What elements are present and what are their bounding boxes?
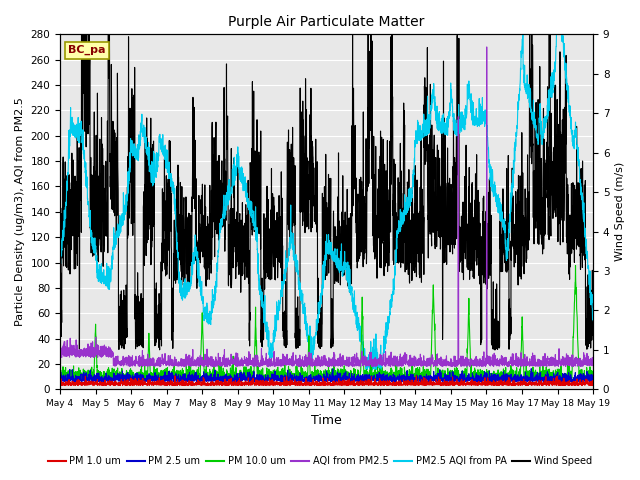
X-axis label: Time: Time: [311, 414, 342, 427]
Y-axis label: Wind Speed (m/s): Wind Speed (m/s): [615, 162, 625, 262]
Title: Purple Air Particulate Matter: Purple Air Particulate Matter: [228, 15, 425, 29]
Y-axis label: Particle Density (ug/m3), AQI from PM2.5: Particle Density (ug/m3), AQI from PM2.5: [15, 97, 25, 326]
Text: BC_pa: BC_pa: [68, 45, 106, 55]
Legend: PM 1.0 um, PM 2.5 um, PM 10.0 um, AQI from PM2.5, PM2.5 AQI from PA, Wind Speed: PM 1.0 um, PM 2.5 um, PM 10.0 um, AQI fr…: [44, 453, 596, 470]
